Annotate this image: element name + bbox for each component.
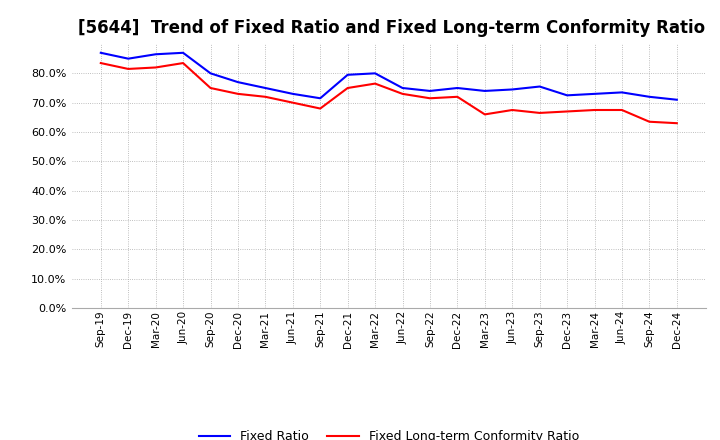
Fixed Long-term Conformity Ratio: [645, 119, 654, 125]
Fixed Ratio: [480, 88, 489, 94]
Fixed Ratio: [96, 50, 105, 55]
Fixed Ratio: [536, 84, 544, 89]
Fixed Ratio: [124, 56, 132, 61]
Fixed Long-term Conformity Ratio: [96, 60, 105, 66]
Fixed Ratio: [206, 71, 215, 76]
Fixed Long-term Conformity Ratio: [233, 91, 242, 96]
Fixed Ratio: [426, 88, 434, 94]
Fixed Long-term Conformity Ratio: [316, 106, 325, 111]
Fixed Ratio: [151, 51, 160, 57]
Line: Fixed Ratio: Fixed Ratio: [101, 53, 677, 100]
Fixed Long-term Conformity Ratio: [289, 100, 297, 105]
Fixed Ratio: [453, 85, 462, 91]
Fixed Long-term Conformity Ratio: [672, 121, 681, 126]
Fixed Long-term Conformity Ratio: [563, 109, 572, 114]
Fixed Long-term Conformity Ratio: [398, 91, 407, 96]
Fixed Ratio: [233, 80, 242, 85]
Fixed Ratio: [398, 85, 407, 91]
Line: Fixed Long-term Conformity Ratio: Fixed Long-term Conformity Ratio: [101, 63, 677, 123]
Fixed Ratio: [563, 93, 572, 98]
Text: [5644]  Trend of Fixed Ratio and Fixed Long-term Conformity Ratio: [5644] Trend of Fixed Ratio and Fixed Lo…: [78, 19, 706, 37]
Fixed Long-term Conformity Ratio: [618, 107, 626, 113]
Fixed Long-term Conformity Ratio: [371, 81, 379, 86]
Fixed Long-term Conformity Ratio: [453, 94, 462, 99]
Fixed Long-term Conformity Ratio: [124, 66, 132, 72]
Fixed Ratio: [508, 87, 516, 92]
Fixed Long-term Conformity Ratio: [151, 65, 160, 70]
Fixed Ratio: [316, 95, 325, 101]
Fixed Long-term Conformity Ratio: [179, 60, 187, 66]
Fixed Long-term Conformity Ratio: [480, 112, 489, 117]
Fixed Ratio: [179, 50, 187, 55]
Fixed Long-term Conformity Ratio: [343, 85, 352, 91]
Fixed Ratio: [672, 97, 681, 103]
Fixed Long-term Conformity Ratio: [508, 107, 516, 113]
Fixed Ratio: [645, 94, 654, 99]
Legend: Fixed Ratio, Fixed Long-term Conformity Ratio: Fixed Ratio, Fixed Long-term Conformity …: [194, 425, 584, 440]
Fixed Long-term Conformity Ratio: [590, 107, 599, 113]
Fixed Ratio: [590, 91, 599, 96]
Fixed Long-term Conformity Ratio: [206, 85, 215, 91]
Fixed Long-term Conformity Ratio: [536, 110, 544, 116]
Fixed Ratio: [343, 72, 352, 77]
Fixed Ratio: [261, 85, 270, 91]
Fixed Long-term Conformity Ratio: [426, 95, 434, 101]
Fixed Long-term Conformity Ratio: [261, 94, 270, 99]
Fixed Ratio: [289, 91, 297, 96]
Fixed Ratio: [618, 90, 626, 95]
Fixed Ratio: [371, 71, 379, 76]
